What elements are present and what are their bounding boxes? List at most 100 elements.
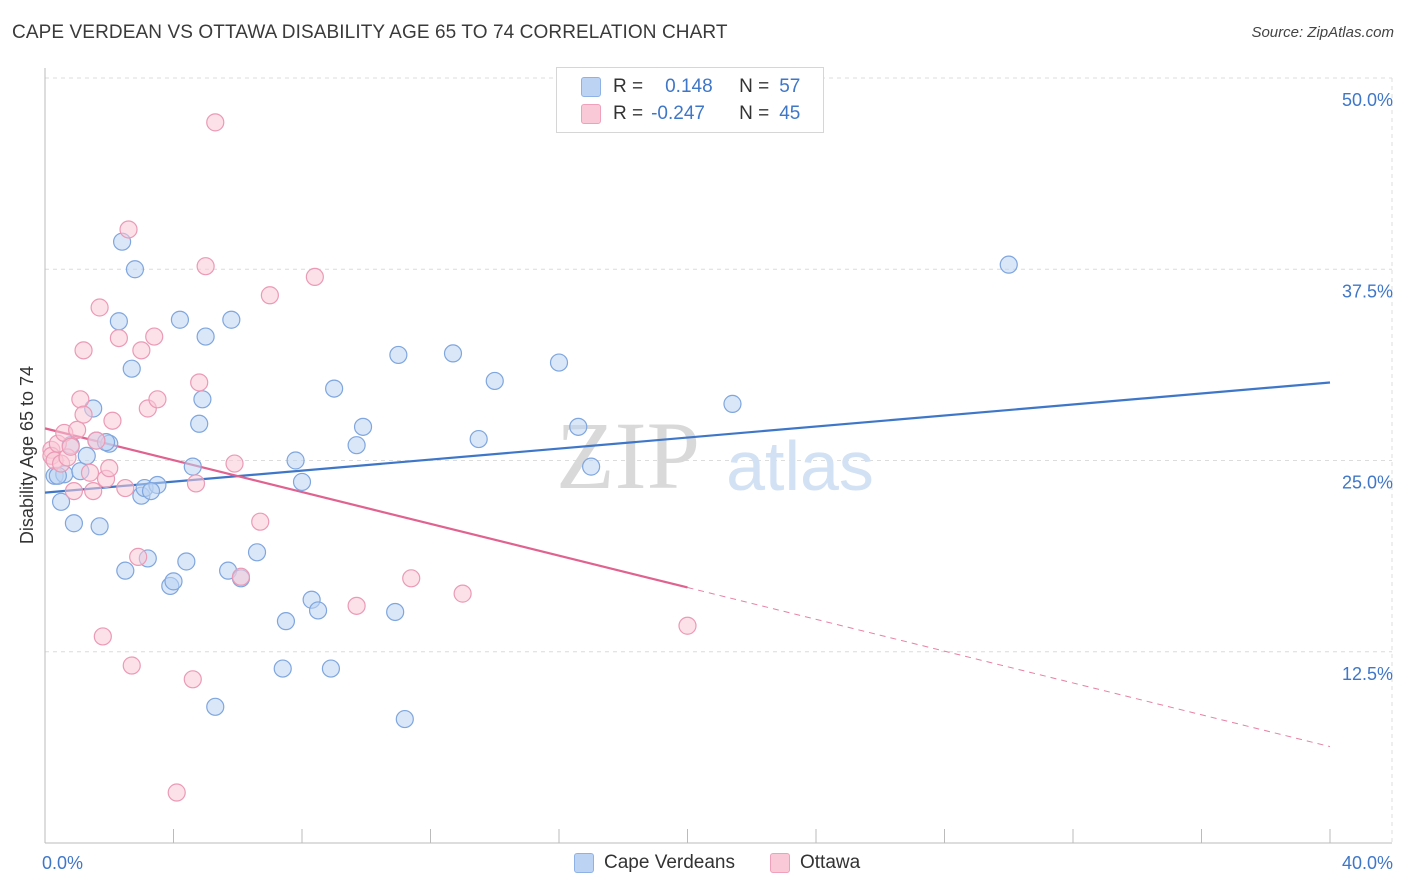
gridlines xyxy=(45,77,1393,843)
point-cape-verdeans xyxy=(247,543,267,562)
legend-swatch-blue xyxy=(581,77,601,97)
y-tick-label: 50.0% xyxy=(1342,90,1393,110)
trendline-cape-verdeans xyxy=(44,381,1331,494)
point-cape-verdeans xyxy=(170,310,190,329)
point-cape-verdeans xyxy=(386,602,405,622)
series-label: Cape Verdeans xyxy=(604,852,735,873)
series-swatch-pink xyxy=(770,853,790,873)
point-ottawa xyxy=(453,584,472,603)
point-ottawa xyxy=(186,474,206,493)
point-cape-verdeans xyxy=(485,371,504,391)
legend-row-cape-verdeans: R = 0.148 N = 57 xyxy=(581,74,800,100)
point-cape-verdeans xyxy=(292,472,312,492)
point-ottawa xyxy=(71,390,90,409)
point-ottawa xyxy=(100,459,119,478)
point-cape-verdeans xyxy=(389,345,408,365)
legend-r-label: R = xyxy=(613,103,644,124)
point-ottawa xyxy=(93,627,112,646)
y-tick-label: 37.5% xyxy=(1342,281,1393,301)
point-cape-verdeans xyxy=(276,612,296,631)
point-ottawa xyxy=(132,341,151,360)
point-ottawa xyxy=(196,257,215,276)
point-cape-verdeans xyxy=(321,659,341,678)
series-legend: Cape Verdeans Ottawa xyxy=(0,852,1406,878)
point-cape-verdeans xyxy=(582,457,601,476)
series-swatch-blue xyxy=(574,853,594,873)
point-cape-verdeans xyxy=(469,429,488,449)
point-ottawa xyxy=(251,512,270,531)
point-ottawa xyxy=(74,341,93,360)
point-ottawa xyxy=(80,463,100,482)
y-axis-label: Disability Age 65 to 74 xyxy=(17,366,37,544)
x-tick-label: 40.0% xyxy=(1342,853,1393,873)
chart-source: Source: ZipAtlas.com xyxy=(1251,24,1394,41)
point-cape-verdeans xyxy=(308,601,328,620)
point-ottawa xyxy=(206,113,225,132)
y-tick-label: 25.0% xyxy=(1342,473,1393,493)
point-ottawa xyxy=(145,327,164,346)
point-ottawa xyxy=(183,670,202,689)
point-cape-verdeans xyxy=(51,492,71,511)
point-cape-verdeans xyxy=(77,446,96,466)
legend-r-value: -0.247 xyxy=(651,103,705,124)
legend-swatch-pink xyxy=(581,104,601,124)
legend-n-value: 45 xyxy=(779,103,801,124)
point-ottawa xyxy=(116,478,135,498)
legend-n-label: N = xyxy=(739,76,770,97)
series-label: Ottawa xyxy=(800,852,861,873)
point-ottawa xyxy=(64,482,84,501)
point-cape-verdeans xyxy=(90,517,109,536)
point-cape-verdeans xyxy=(347,436,366,455)
trendlines xyxy=(44,381,1331,748)
point-ottawa xyxy=(103,411,122,430)
point-cape-verdeans xyxy=(325,379,344,398)
watermark-atlas: atlas xyxy=(726,427,874,505)
point-cape-verdeans xyxy=(190,414,209,433)
point-cape-verdeans xyxy=(122,359,141,378)
point-cape-verdeans xyxy=(286,451,305,470)
point-ottawa xyxy=(148,390,167,409)
point-cape-verdeans xyxy=(109,312,128,331)
point-ottawa xyxy=(167,783,186,802)
point-cape-verdeans xyxy=(206,697,225,716)
axes xyxy=(44,68,1392,844)
point-cape-verdeans xyxy=(395,709,414,729)
chart-title: CAPE VERDEAN VS OTTAWA DISABILITY AGE 65… xyxy=(12,22,728,43)
point-ottawa xyxy=(119,220,138,239)
data-points xyxy=(42,113,1018,802)
legend-n-label: N = xyxy=(739,103,770,124)
point-ottawa xyxy=(90,298,109,317)
legend-n-value: 57 xyxy=(779,76,801,97)
point-cape-verdeans xyxy=(183,457,202,476)
point-cape-verdeans xyxy=(549,353,569,372)
point-ottawa xyxy=(225,454,244,473)
y-tick-label: 12.5% xyxy=(1342,664,1393,684)
point-ottawa xyxy=(231,567,251,586)
series-legend-cape-verdeans: Cape Verdeans xyxy=(574,852,735,874)
point-ottawa xyxy=(347,596,366,615)
point-cape-verdeans xyxy=(999,255,1018,274)
point-ottawa xyxy=(84,482,103,501)
point-ottawa xyxy=(87,431,106,450)
trendline-ottawa xyxy=(44,427,688,589)
legend-r-value: 0.148 xyxy=(665,76,713,97)
legend-r-label: R = xyxy=(613,76,644,97)
point-cape-verdeans xyxy=(353,417,373,436)
tick-labels: 12.5% 25.0% 37.5% 50.0% 0.0% 40.0% xyxy=(42,90,1393,873)
point-cape-verdeans xyxy=(723,394,742,413)
point-ottawa xyxy=(109,329,128,348)
point-cape-verdeans xyxy=(177,552,196,571)
point-ottawa xyxy=(129,547,148,566)
point-cape-verdeans xyxy=(222,310,241,329)
point-ottawa xyxy=(190,373,209,392)
point-cape-verdeans xyxy=(196,327,215,346)
point-cape-verdeans xyxy=(64,514,84,533)
point-ottawa xyxy=(678,616,697,635)
x-tick-label: 0.0% xyxy=(42,853,83,873)
point-ottawa xyxy=(68,420,87,439)
point-cape-verdeans xyxy=(569,417,588,436)
correlation-legend: R = 0.148 N = 57 R = -0.247 N = 45 xyxy=(556,67,824,133)
point-cape-verdeans xyxy=(164,572,183,591)
point-ottawa xyxy=(74,405,93,424)
